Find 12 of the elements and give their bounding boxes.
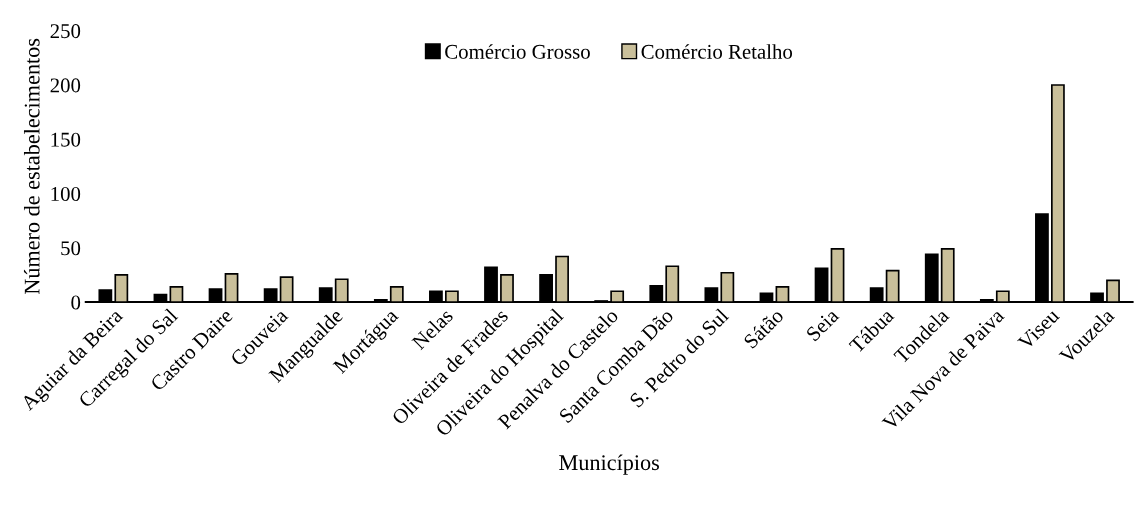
legend-label: Comércio Grosso xyxy=(445,44,590,59)
x-tick-label: Viseu xyxy=(1017,307,1061,351)
y-tick-label: 100 xyxy=(51,186,81,201)
x-axis-title: Municípios xyxy=(559,454,659,475)
y-tick-label: 250 xyxy=(50,24,81,39)
y-tick-label: 150 xyxy=(51,132,81,147)
y-axis-title: Número de estabelecimentos xyxy=(23,38,40,295)
y-tick-label: 200 xyxy=(50,78,81,93)
y-tick-label: 0 xyxy=(71,295,81,310)
legend-label: Comércio Retalho xyxy=(641,44,793,59)
x-tick-label: Seia xyxy=(805,307,840,342)
y-tick-label: 50 xyxy=(61,241,81,256)
